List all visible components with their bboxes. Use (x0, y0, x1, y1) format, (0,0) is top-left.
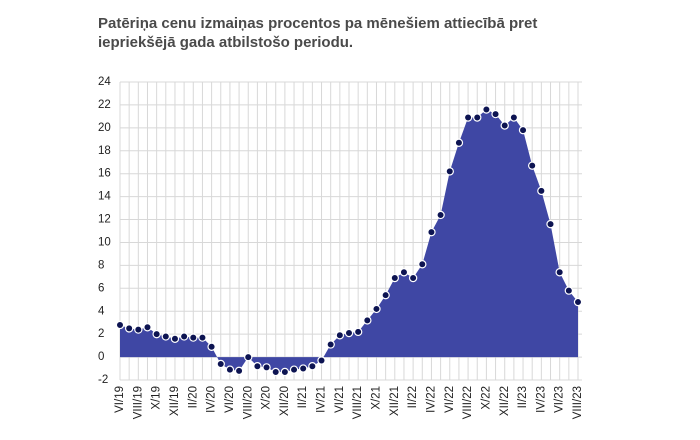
y-tick-label: 4 (98, 305, 105, 317)
y-tick-label: 14 (98, 191, 111, 203)
marker (225, 365, 235, 374)
x-tick-label: VI/20 (224, 386, 236, 413)
marker (399, 268, 409, 277)
marker (189, 333, 198, 342)
marker (271, 367, 280, 377)
marker (381, 290, 390, 300)
marker (170, 334, 180, 343)
marker (573, 297, 583, 307)
marker (253, 362, 262, 371)
marker (427, 227, 436, 237)
x-tick-label: XII/19 (169, 386, 181, 416)
x-tick-label: XII/21 (389, 386, 401, 416)
marker (372, 304, 381, 314)
y-tick-label: 18 (98, 145, 111, 157)
marker (454, 138, 464, 147)
marker (280, 367, 290, 377)
marker (537, 186, 546, 196)
x-tick-label: X/22 (480, 386, 492, 410)
marker (555, 268, 564, 277)
y-tick-label: -2 (98, 374, 108, 386)
x-tick-label: XII/20 (279, 386, 291, 416)
marker (418, 260, 427, 269)
marker (518, 125, 528, 135)
x-tick-label: II/23 (517, 386, 529, 408)
marker (528, 161, 537, 170)
marker (152, 329, 161, 339)
marker (482, 105, 491, 114)
y-tick-label: 22 (98, 99, 111, 111)
marker (353, 327, 363, 337)
x-tick-label: X/19 (151, 386, 163, 410)
marker (564, 286, 574, 295)
marker (390, 273, 399, 283)
x-tick-label: VIII/21 (352, 386, 364, 419)
marker (134, 325, 143, 334)
marker (463, 113, 473, 122)
x-tick-label: IV/20 (206, 386, 218, 413)
x-tick-label: X/20 (261, 386, 273, 410)
y-tick-label: 6 (98, 282, 104, 294)
marker (445, 167, 454, 176)
x-tick-label: VI/21 (334, 386, 346, 413)
marker (244, 352, 253, 362)
marker (546, 219, 555, 229)
x-tick-label: II/22 (407, 386, 419, 408)
y-tick-label: 24 (98, 76, 111, 88)
x-tick-label: VIII/20 (242, 386, 254, 419)
x-tick-label: VI/19 (114, 386, 126, 413)
marker (124, 324, 134, 333)
marker (161, 332, 170, 341)
area (120, 109, 578, 372)
y-tick-label: 10 (98, 236, 111, 248)
x-tick-label: VI/23 (554, 386, 566, 413)
marker (408, 273, 418, 283)
y-tick-label: 20 (98, 122, 111, 134)
y-tick-label: 8 (98, 259, 104, 271)
marker (198, 333, 207, 342)
x-tick-label: II/21 (297, 386, 309, 408)
marker (317, 356, 326, 365)
x-tick-label: II/20 (187, 386, 199, 408)
x-tick-label: XII/22 (499, 386, 511, 416)
marker (143, 323, 152, 332)
marker (299, 364, 308, 373)
marker (115, 320, 125, 330)
x-tick-label: VIII/23 (572, 386, 584, 419)
x-tick-label: IV/22 (425, 386, 437, 413)
marker (491, 109, 500, 119)
x-tick-label: VIII/22 (462, 386, 474, 419)
marker (234, 366, 244, 376)
y-tick-label: 2 (98, 328, 104, 340)
y-tick-label: 0 (98, 351, 104, 363)
marker (179, 332, 189, 341)
marker (326, 340, 335, 349)
marker (289, 365, 299, 374)
marker (344, 328, 354, 338)
x-tick-label: IV/23 (535, 386, 547, 413)
x-tick-label: X/21 (371, 386, 383, 410)
chart-title: Patēriņa cenu izmaiņas procentos pa mēne… (98, 15, 538, 51)
marker (473, 113, 482, 122)
marker (509, 113, 519, 122)
y-tick-label: 16 (98, 168, 111, 180)
marker (335, 331, 345, 340)
x-tick-label: IV/21 (316, 386, 328, 413)
marker (436, 210, 445, 220)
marker (500, 121, 509, 130)
marker (308, 362, 317, 371)
marker (262, 363, 271, 372)
x-tick-label: VI/22 (444, 386, 456, 413)
marker (216, 359, 225, 369)
y-tick-label: 12 (98, 214, 111, 226)
marker (363, 316, 372, 325)
marker (207, 342, 216, 351)
x-tick-label: VIII/19 (132, 386, 144, 419)
